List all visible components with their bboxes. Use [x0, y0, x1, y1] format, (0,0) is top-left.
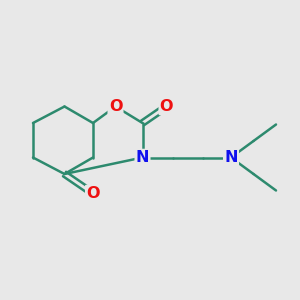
Text: O: O	[109, 99, 122, 114]
Text: O: O	[86, 186, 100, 201]
Text: N: N	[136, 150, 149, 165]
Text: O: O	[160, 99, 173, 114]
Text: N: N	[224, 150, 238, 165]
